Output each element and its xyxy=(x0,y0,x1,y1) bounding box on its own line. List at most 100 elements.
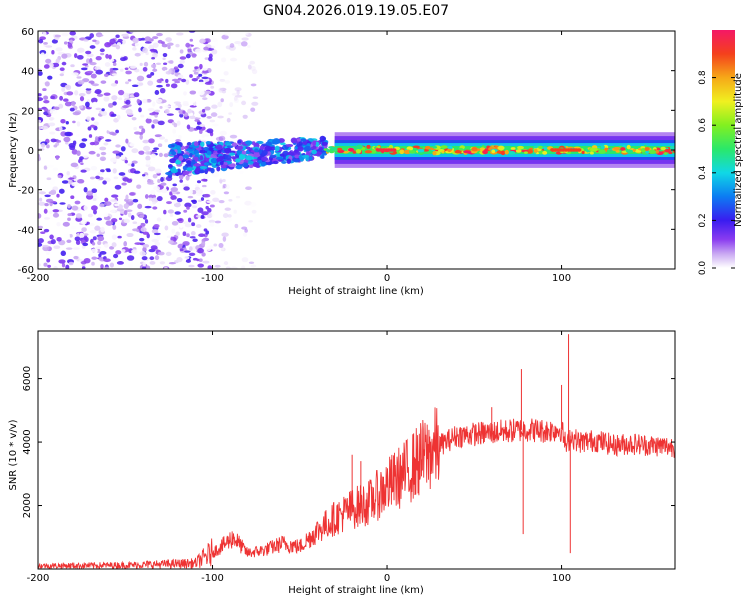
signal-mark xyxy=(447,146,453,149)
noise-mark xyxy=(46,251,50,256)
noise-mark xyxy=(89,222,95,227)
noise-mark xyxy=(152,36,159,40)
noise-mark xyxy=(139,134,143,140)
noise-mark xyxy=(50,95,56,100)
noise-mark xyxy=(104,266,110,269)
noise-mark xyxy=(172,133,178,138)
noise-mark xyxy=(219,130,227,136)
noise-mark xyxy=(140,37,146,41)
signal-mark xyxy=(508,150,516,155)
noise-mark xyxy=(67,42,73,48)
noise-mark xyxy=(204,81,212,85)
noise-mark xyxy=(203,46,209,51)
noise-mark xyxy=(162,57,166,61)
noise-mark xyxy=(214,220,222,224)
noise-mark xyxy=(156,217,162,222)
noise-mark xyxy=(150,189,156,196)
noise-mark xyxy=(59,126,63,132)
noise-mark xyxy=(154,134,162,138)
noise-mark xyxy=(67,213,72,217)
noise-mark xyxy=(38,139,43,143)
noise-mark xyxy=(120,154,126,160)
signal-mark xyxy=(297,146,304,152)
noise-mark xyxy=(180,38,185,43)
noise-mark xyxy=(157,179,161,183)
noise-mark xyxy=(63,136,71,143)
noise-mark xyxy=(157,120,165,126)
noise-mark xyxy=(212,171,220,178)
noise-mark xyxy=(129,142,135,147)
noise-mark xyxy=(161,66,168,71)
noise-mark xyxy=(95,56,102,61)
noise-mark xyxy=(196,258,200,262)
noise-mark xyxy=(156,84,163,88)
noise-mark xyxy=(104,42,112,48)
noise-mark xyxy=(71,182,79,187)
noise-mark xyxy=(108,54,112,60)
signal-mark xyxy=(274,145,280,152)
noise-mark xyxy=(158,136,166,140)
noise-mark xyxy=(134,131,141,135)
noise-mark xyxy=(44,194,51,198)
noise-mark xyxy=(66,239,72,244)
noise-mark xyxy=(186,206,190,210)
noise-mark xyxy=(103,115,111,119)
signal-mark xyxy=(330,146,339,151)
signal-mark xyxy=(247,160,255,165)
signal-mark xyxy=(210,167,215,174)
signal-mark xyxy=(491,149,496,154)
colorbar-tick-label: 0.2 xyxy=(698,213,708,227)
noise-mark xyxy=(229,102,234,108)
noise-mark xyxy=(245,31,249,36)
signal-mark xyxy=(261,149,268,156)
noise-mark xyxy=(64,84,70,89)
noise-mark xyxy=(53,266,58,269)
noise-mark xyxy=(114,184,122,190)
noise-mark xyxy=(217,115,224,119)
noise-mark xyxy=(148,138,155,144)
signal-mark xyxy=(620,147,626,151)
signal-mark xyxy=(235,164,243,170)
noise-mark xyxy=(218,135,226,142)
signal-mark xyxy=(200,141,205,147)
noise-mark xyxy=(93,209,97,215)
noise-mark xyxy=(104,201,112,206)
noise-mark xyxy=(67,203,71,209)
noise-mark xyxy=(191,222,196,227)
y-tick-label: -60 xyxy=(18,265,34,276)
noise-mark xyxy=(185,175,190,181)
noise-mark xyxy=(145,265,151,269)
noise-mark xyxy=(125,70,132,75)
noise-mark xyxy=(142,231,149,235)
noise-mark xyxy=(127,112,134,116)
noise-mark xyxy=(38,112,41,117)
noise-mark xyxy=(77,47,85,53)
noise-mark xyxy=(66,171,70,176)
noise-mark xyxy=(118,61,125,65)
noise-mark xyxy=(152,52,158,58)
noise-mark xyxy=(210,190,216,195)
noise-mark xyxy=(168,69,172,75)
noise-mark xyxy=(58,103,64,109)
noise-mark xyxy=(110,83,118,87)
noise-mark xyxy=(203,90,212,95)
noise-mark xyxy=(183,255,190,260)
noise-mark xyxy=(251,101,259,106)
signal-mark xyxy=(235,158,241,163)
noise-mark xyxy=(38,225,43,229)
noise-mark xyxy=(142,66,148,72)
noise-mark xyxy=(148,44,155,50)
noise-mark xyxy=(65,174,71,179)
y-tick-label: 2000 xyxy=(22,493,33,518)
noise-mark xyxy=(127,78,132,82)
noise-mark xyxy=(153,223,160,229)
noise-mark xyxy=(146,74,152,79)
noise-mark xyxy=(38,107,43,111)
noise-mark xyxy=(188,246,193,252)
noise-mark xyxy=(99,251,107,255)
signal-mark xyxy=(589,147,598,151)
noise-mark xyxy=(103,243,109,248)
noise-mark xyxy=(110,199,118,202)
noise-mark xyxy=(138,82,144,86)
noise-mark xyxy=(89,45,96,49)
